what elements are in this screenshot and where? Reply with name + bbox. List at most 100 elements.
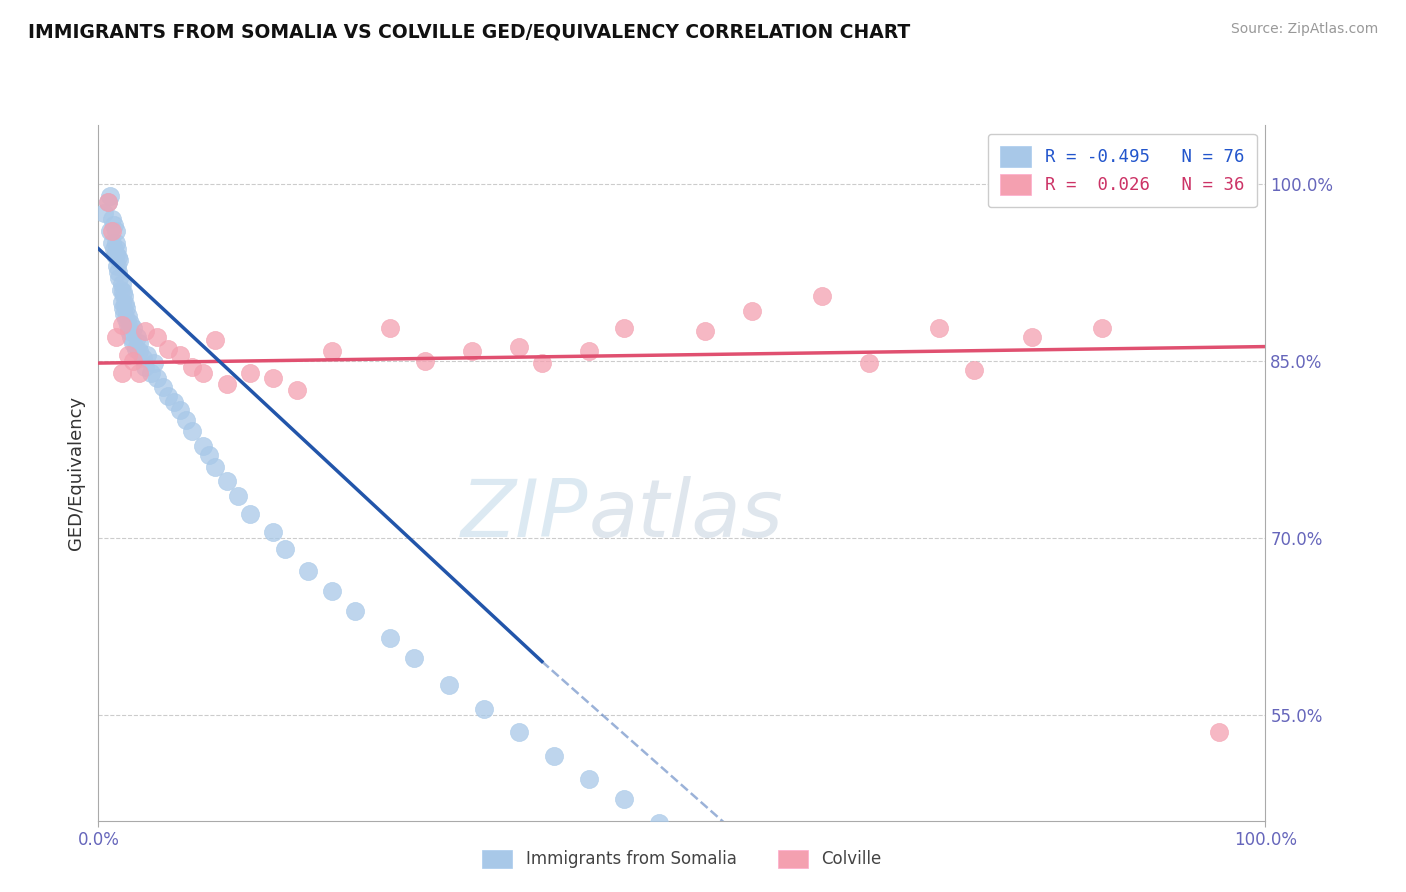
Point	[117, 318, 139, 333]
Point	[122, 353, 145, 368]
Point	[928, 320, 950, 334]
Point	[112, 289, 135, 303]
Point	[111, 366, 134, 380]
Point	[97, 194, 120, 209]
Point	[858, 356, 880, 370]
Point	[378, 320, 402, 334]
Point	[402, 651, 425, 665]
Point	[262, 524, 284, 539]
Point	[108, 271, 131, 285]
Point	[134, 324, 156, 338]
Point	[215, 474, 238, 488]
Point	[128, 336, 150, 351]
Point	[274, 542, 297, 557]
Point	[285, 383, 308, 397]
Point	[118, 316, 141, 330]
Legend: Immigrants from Somalia, Colville: Immigrants from Somalia, Colville	[475, 843, 889, 875]
Point	[239, 507, 262, 521]
Point	[97, 194, 120, 209]
Point	[105, 260, 128, 274]
Point	[101, 212, 124, 227]
Point	[198, 448, 221, 462]
Point	[695, 324, 717, 338]
Point	[717, 861, 740, 875]
Point	[163, 395, 186, 409]
Point	[111, 294, 134, 309]
Point	[204, 333, 226, 347]
Point	[111, 301, 134, 315]
Text: atlas: atlas	[589, 475, 783, 554]
Point	[682, 837, 704, 851]
Point	[321, 344, 343, 359]
Text: ZIP: ZIP	[461, 475, 589, 554]
Point	[204, 459, 226, 474]
Point	[107, 250, 129, 264]
Point	[117, 309, 139, 323]
Point	[378, 631, 402, 645]
Point	[962, 363, 984, 377]
Point	[157, 342, 180, 356]
Point	[114, 297, 136, 311]
Point	[146, 330, 169, 344]
Point	[125, 330, 148, 344]
Point	[136, 348, 159, 362]
Point	[104, 224, 127, 238]
Point	[112, 307, 135, 321]
Point	[437, 678, 460, 692]
Point	[647, 816, 669, 830]
Point	[93, 206, 115, 220]
Point	[297, 564, 319, 578]
Text: Source: ZipAtlas.com: Source: ZipAtlas.com	[1230, 22, 1378, 37]
Point	[120, 330, 142, 344]
Point	[578, 772, 600, 787]
Point	[128, 344, 150, 359]
Point	[108, 253, 131, 268]
Point	[169, 348, 191, 362]
Point	[1091, 320, 1114, 334]
Point	[413, 353, 436, 368]
Point	[101, 235, 124, 250]
Point	[508, 340, 530, 354]
Point	[104, 247, 127, 261]
Point	[741, 304, 763, 318]
Point	[530, 356, 553, 370]
Point	[98, 224, 121, 238]
Point	[122, 336, 145, 351]
Point	[115, 312, 138, 326]
Point	[174, 413, 197, 427]
Point	[169, 403, 191, 417]
Point	[193, 439, 215, 453]
Point	[1021, 330, 1043, 344]
Point	[472, 701, 495, 715]
Point	[115, 301, 138, 315]
Point	[117, 348, 139, 362]
Point	[143, 356, 166, 370]
Point	[104, 235, 127, 250]
Point	[613, 320, 636, 334]
Point	[613, 792, 636, 806]
Point	[461, 344, 484, 359]
Point	[139, 366, 162, 380]
Point	[508, 725, 530, 739]
Point	[103, 218, 125, 232]
Point	[132, 351, 155, 366]
Point	[752, 884, 775, 892]
Point	[344, 604, 367, 618]
Point	[104, 247, 127, 261]
Point	[321, 583, 343, 598]
Point	[104, 330, 127, 344]
Point	[110, 283, 132, 297]
Point	[1208, 725, 1230, 739]
Point	[811, 289, 834, 303]
Point	[262, 371, 284, 385]
Point	[134, 359, 156, 374]
Point	[105, 242, 128, 256]
Point	[118, 324, 141, 338]
Point	[107, 265, 129, 279]
Point	[152, 379, 174, 393]
Point	[98, 188, 121, 202]
Point	[239, 366, 262, 380]
Point	[111, 318, 134, 333]
Point	[125, 342, 148, 356]
Point	[103, 242, 125, 256]
